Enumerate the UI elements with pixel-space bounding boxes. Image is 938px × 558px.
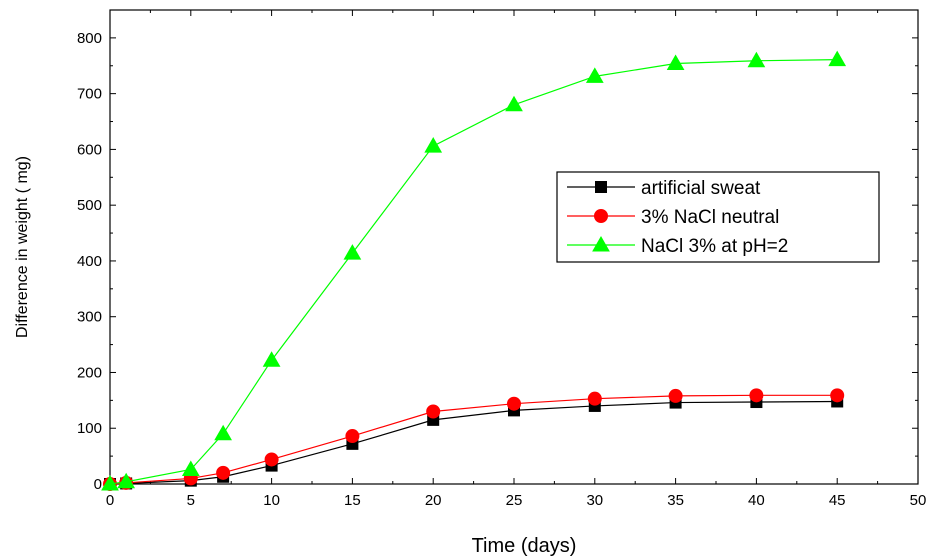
x-axis: 0 5 10 15 20 25 30 35 40 45 50 [106, 10, 927, 509]
data-point [505, 95, 523, 112]
legend-label: NaCl 3% at pH=2 [641, 236, 788, 257]
y-tick-label: 500 [77, 197, 102, 214]
legend-item: 3% NaCl neutral [567, 207, 779, 228]
legend-item: NaCl 3% at pH=2 [567, 235, 788, 257]
series-line [109, 400, 838, 485]
x-tick-label: 25 [506, 492, 523, 509]
data-point [747, 51, 766, 68]
legend-marker [594, 209, 608, 223]
x-tick-label: 35 [667, 492, 684, 509]
legend-label: 3% NaCl neutral [641, 207, 779, 228]
data-point [507, 396, 521, 411]
legend-item: artificial sweat [567, 178, 761, 199]
y-tick-label: 800 [77, 30, 102, 47]
data-point [345, 429, 360, 444]
data-point [214, 424, 232, 441]
series-line [109, 394, 838, 485]
series-2 [103, 388, 845, 491]
legend-marker [595, 181, 607, 193]
y-tick-label: 200 [77, 364, 102, 381]
data-point [262, 351, 281, 367]
data-point [828, 50, 847, 67]
data-point [424, 137, 443, 153]
data-point [181, 460, 200, 477]
y-axis: 0 100 200 300 400 500 600 700 800 [77, 9, 918, 493]
x-axis-title: Time (days) [472, 535, 577, 557]
data-point [587, 391, 602, 406]
data-point [216, 465, 231, 480]
x-tick-label: 10 [263, 492, 280, 509]
series-3 [101, 50, 847, 491]
y-tick-label: 0 [94, 476, 102, 493]
x-tick-label: 5 [187, 492, 195, 509]
data-point [426, 404, 441, 419]
data-point [830, 388, 845, 403]
data-point [666, 54, 685, 71]
data-point [585, 67, 604, 83]
series-line [109, 59, 838, 485]
y-tick-label: 700 [77, 86, 102, 103]
data-point [264, 452, 279, 467]
data-point [749, 388, 764, 403]
y-tick-label: 600 [77, 141, 102, 158]
legend-label: artificial sweat [641, 178, 761, 199]
x-tick-label: 30 [586, 492, 603, 509]
data-point [668, 388, 683, 403]
x-tick-label: 50 [910, 492, 927, 509]
x-tick-label: 40 [748, 492, 765, 509]
data-point [343, 244, 362, 260]
y-tick-label: 100 [77, 420, 102, 437]
data-point [117, 472, 136, 489]
y-tick-label: 400 [77, 253, 102, 270]
series-layer [101, 50, 847, 491]
y-tick-label: 300 [77, 309, 102, 326]
legend-marker [592, 235, 610, 252]
y-axis-title: Difference in weight ( mg) [14, 156, 31, 338]
x-tick-label: 0 [106, 492, 114, 509]
legend: artificial sweat 3% NaCl neutral NaCl 3% a… [556, 171, 880, 263]
x-tick-label: 15 [344, 492, 361, 509]
x-tick-label: 20 [425, 492, 442, 509]
data-point [101, 474, 119, 491]
x-tick-label: 45 [829, 492, 846, 509]
